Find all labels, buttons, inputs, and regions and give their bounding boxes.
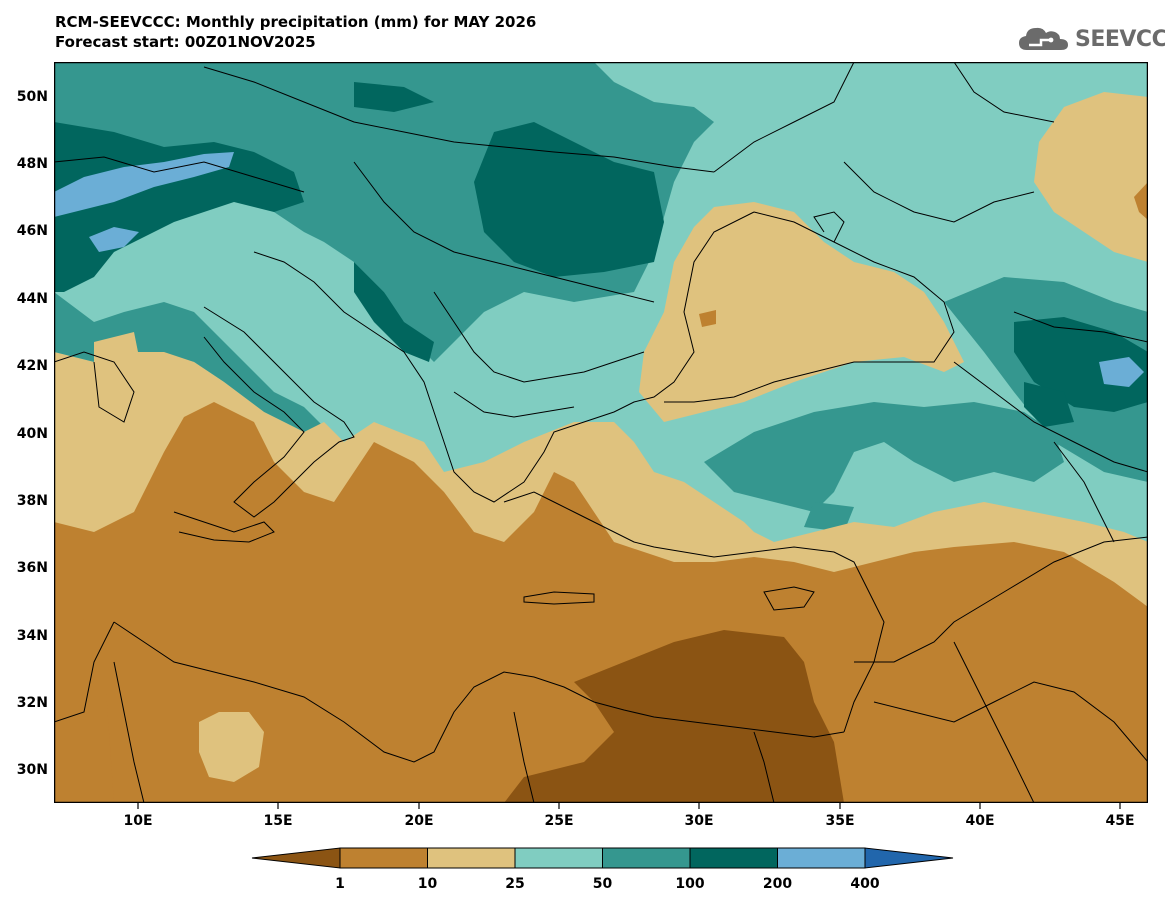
- coastlines: [54, 62, 1148, 803]
- band-1-10-east-edge: [1134, 182, 1148, 220]
- colorbar-segment: [864, 847, 954, 869]
- lon-label: 40E: [965, 813, 994, 829]
- lon-label: 35E: [825, 813, 854, 829]
- lon-label: 25E: [544, 813, 573, 829]
- colorbar-segments: [251, 847, 954, 869]
- lat-label: 46N: [17, 223, 48, 239]
- band-10-25-libya-spot: [199, 712, 264, 782]
- band-100-200-dinarides: [354, 262, 434, 362]
- title-block: RCM-SEEVCCC: Monthly precipitation (mm) …: [55, 12, 536, 52]
- lat-label: 50N: [17, 89, 48, 105]
- band-100-200-carpathians: [474, 122, 664, 277]
- forecast-start: Forecast start: 00Z01NOV2025: [55, 33, 316, 51]
- lat-label: 36N: [17, 560, 48, 576]
- lat-label: 48N: [17, 156, 48, 172]
- lat-label: 34N: [17, 628, 48, 644]
- band-below-1-egypt: [504, 630, 844, 803]
- colorbar: 1 10 25 50 100 200 400: [251, 847, 954, 892]
- band-1-10-black-sea-spot: [699, 310, 716, 327]
- map-canvas: [48, 61, 1149, 804]
- lon-label: 30E: [684, 813, 713, 829]
- seevccc-logo: SEEVCCC: [1017, 22, 1165, 56]
- lat-label: 42N: [17, 358, 48, 374]
- band-200-400-caucasus: [1099, 357, 1144, 387]
- colorbar-segment: [339, 847, 428, 869]
- lat-label: 32N: [17, 695, 48, 711]
- lat-label: 44N: [17, 291, 48, 307]
- colorbar-segment: [777, 847, 866, 869]
- lon-label: 10E: [123, 813, 152, 829]
- lon-label: 15E: [263, 813, 292, 829]
- colorbar-label: 25: [505, 876, 524, 892]
- lat-label: 30N: [17, 762, 48, 778]
- lon-label: 45E: [1105, 813, 1134, 829]
- colorbar-segment: [689, 847, 778, 869]
- lon-label: 20E: [404, 813, 433, 829]
- band-50-100-south-anatolia: [804, 502, 854, 532]
- logo-text: SEEVCCC: [1075, 26, 1165, 52]
- lon-axis: 10E 15E 20E 25E 30E 35E 40E 45E: [123, 803, 1135, 829]
- lat-label: 40N: [17, 426, 48, 442]
- lat-axis: 50N 48N 46N 44N 42N 40N 38N 36N 34N 32N …: [17, 89, 48, 778]
- colorbar-segment: [514, 847, 603, 869]
- map-border: [53, 61, 1149, 804]
- colorbar-label: 50: [593, 876, 613, 892]
- band-200-400-alps-south: [89, 227, 139, 252]
- colorbar-label: 400: [850, 876, 879, 892]
- lat-label: 38N: [17, 493, 48, 509]
- chart-title: RCM-SEEVCCC: Monthly precipitation (mm) …: [55, 13, 537, 31]
- colorbar-label: 100: [675, 876, 704, 892]
- band-10-25-east: [1034, 92, 1148, 262]
- colorbar-segment: [602, 847, 691, 869]
- precipitation-map: [48, 61, 1149, 804]
- band-100-200-caucasus-south: [1024, 382, 1074, 427]
- colorbar-segment: [251, 847, 341, 869]
- colorbar-label: 10: [418, 876, 438, 892]
- band-10-25-black-sea: [639, 202, 964, 422]
- colorbar-segment: [427, 847, 516, 869]
- colorbar-label: 200: [763, 876, 792, 892]
- colorbar-label: 1: [335, 876, 345, 892]
- band-50-100-anatolia: [704, 402, 1064, 512]
- band-100-200-alps: [54, 122, 304, 292]
- band-1-10-mediterranean: [54, 402, 1148, 803]
- band-1-10-tunisia: [54, 522, 114, 803]
- band-50-100-italy: [54, 292, 324, 432]
- band-100-200-north-poland: [354, 82, 434, 112]
- cloud-icon: [1019, 27, 1068, 50]
- band-200-400-alps: [54, 152, 234, 217]
